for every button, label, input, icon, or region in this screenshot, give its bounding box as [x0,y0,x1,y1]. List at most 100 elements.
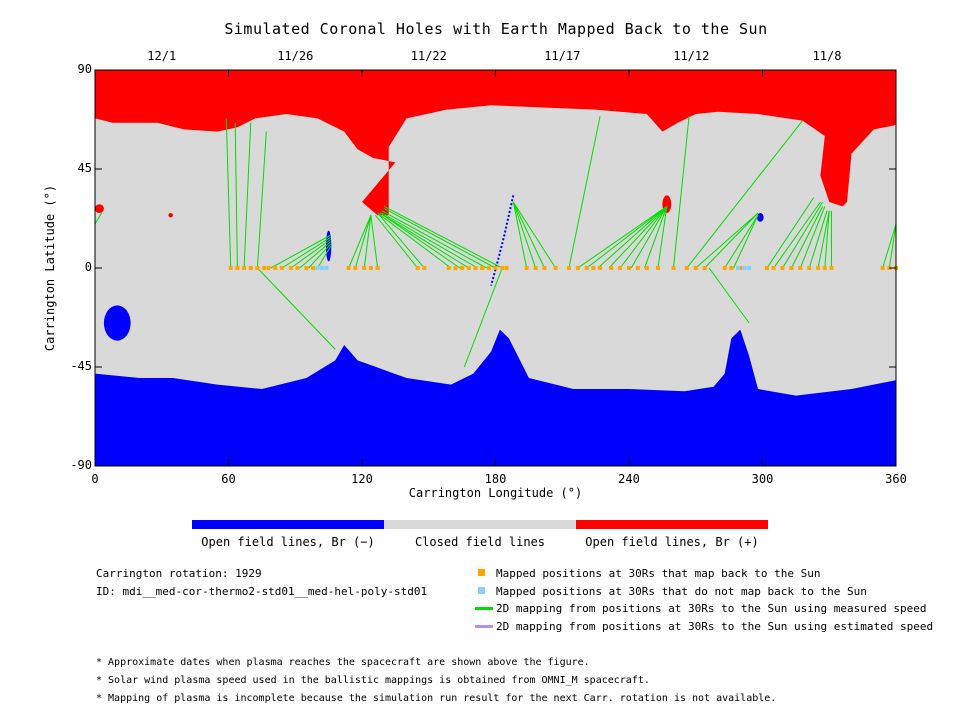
measured-speed-mapping-line [708,267,750,324]
legend-estimated-label: 2D mapping from positions at 30Rs to the… [496,620,934,633]
date-tick-label: 12/1 [147,49,177,63]
measured-speed-mapping-line [308,243,332,269]
mapped-position-marker [655,266,660,270]
unmapped-position-marker [742,266,747,270]
measured-speed-mapping-line [782,201,824,269]
measured-speed-mapping-line [257,267,336,350]
measured-speed-mapping-line [379,212,461,269]
mapped-position-marker [816,266,821,270]
mapped-position-marker [609,266,614,270]
mapped-position-marker [493,266,498,270]
measured-speed-mapping-line [379,212,470,269]
mapped-position-marker [524,266,529,270]
measured-speed-mapping-line [354,215,372,269]
note-speed: * Solar wind plasma speed used in the ba… [96,675,650,686]
legend-measured-line [475,607,493,610]
mapped-position-marker [473,266,478,270]
mapped-position-marker [304,266,309,270]
measured-speed-mapping-line [619,206,668,269]
positive-coronal-hole-north [95,70,896,216]
measured-speed-mapping-line [381,212,478,269]
mapped-position-marker [480,266,485,270]
y-tick-label: 0 [84,260,92,274]
legend-mapped-label: Mapped positions at 30Rs that map back t… [496,567,821,580]
mapped-position-marker [702,266,707,270]
colorbar-label-positive: Open field lines, Br (+) [585,535,759,549]
measured-speed-mapping-line [377,212,425,269]
mapped-position-marker [353,266,358,270]
mapped-position-marker [807,266,812,270]
measured-speed-mapping-line [290,238,332,269]
measured-speed-mapping-line [790,206,824,269]
mapped-position-marker [542,266,547,270]
mapped-position-marker [311,266,316,270]
mapped-position-marker [584,266,589,270]
mapped-position-marker [422,266,427,270]
unmapped-position-marker [319,266,324,270]
unmapped-position-marker [324,266,329,270]
mapped-position-marker [671,266,676,270]
mapped-position-marker [295,266,300,270]
mapped-position-marker [693,266,698,270]
mapped-position-marker [553,266,558,270]
mapped-position-marker [288,266,293,270]
mapped-position-marker [368,266,373,270]
model-id: ID: mdi__med-cor-thermo2-std01__med-hel-… [96,585,428,598]
measured-speed-mapping-line [657,206,668,269]
y-tick-label: 90 [77,62,92,76]
x-tick-label: 360 [885,472,907,486]
x-tick-label: 0 [91,472,99,486]
measured-speed-mapping-line [512,201,528,269]
mapped-position-marker [618,266,623,270]
mapped-position-marker [500,266,505,270]
measured-speed-mapping-line [824,210,830,269]
mapped-position-marker [228,266,233,270]
negative-patch [756,213,764,222]
mapped-position-marker [627,266,631,270]
measured-speed-mapping-line [270,234,332,269]
measured-speed-mapping-line [577,205,668,269]
mapped-position-marker [235,266,240,270]
measured-speed-mapping-line [381,210,487,269]
negative-flux-streak [490,195,515,286]
y-tick-label: 45 [77,161,92,175]
mapped-position-marker [780,266,785,270]
note-dates: * Approximate dates when plasma reaches … [96,657,590,668]
colorbar-positive [576,520,768,529]
measured-speed-mapping-line [773,201,821,269]
measured-speed-mapping-line [256,131,267,269]
mapped-position-marker [346,266,351,270]
mapped-position-marker [822,266,827,270]
positive-patch [95,204,104,214]
date-tick-label: 11/26 [277,49,314,63]
x-tick-label: 300 [751,472,774,486]
mapped-position-marker [738,266,743,270]
measured-speed-mapping-line [225,118,232,269]
legend-unmapped-label: Mapped positions at 30Rs that do not map… [496,585,867,598]
measured-speed-mapping-line [766,197,815,269]
mapped-position-marker [504,266,509,270]
mapped-position-marker [566,266,571,270]
date-tick-label: 11/8 [812,49,842,63]
measured-speed-mapping-line [234,122,238,269]
mapped-position-marker [248,266,253,270]
mapped-position-marker [533,266,538,270]
y-tick-label: -45 [70,359,92,373]
legend-measured-label: 2D mapping from positions at 30Rs to the… [496,602,927,615]
mapped-position-marker [453,266,458,270]
mapped-position-marker [644,266,649,270]
unmapped-position-marker [736,266,741,270]
mapped-position-marker [362,266,367,270]
measured-speed-mapping-line [512,201,545,269]
mapped-position-marker [591,266,596,270]
measured-speed-mapping-line [799,206,826,269]
measured-speed-mapping-line [733,214,759,269]
date-tick-label: 11/22 [410,49,447,63]
measured-speed-mapping-line [704,212,759,269]
mapped-position-marker [880,266,885,270]
mapped-position-marker [273,266,278,270]
mapped-position-marker [375,266,380,270]
x-tick-label: 240 [618,472,640,486]
measured-speed-mapping-line [281,236,332,269]
